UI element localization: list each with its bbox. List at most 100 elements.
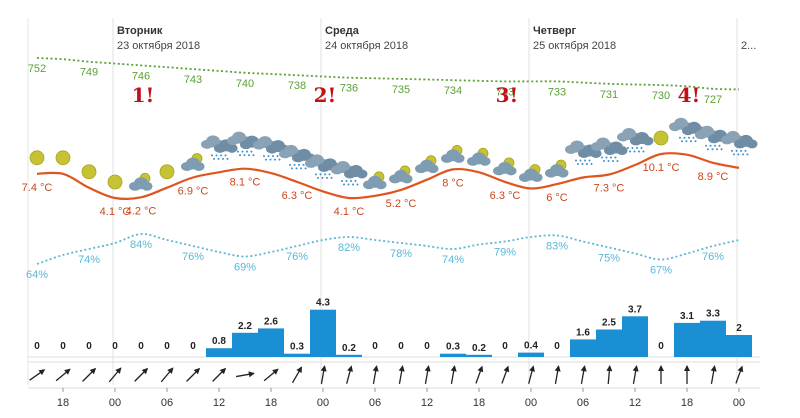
day-date-label: 23 октября 2018 xyxy=(117,40,200,52)
pressure-label: 749 xyxy=(80,67,98,79)
cloud-puff xyxy=(616,146,628,156)
rain-drop xyxy=(226,157,229,160)
precip-bar xyxy=(310,309,336,357)
precip-bar xyxy=(466,354,492,357)
rain-drop xyxy=(636,147,638,149)
rain-drop xyxy=(629,150,631,153)
wind-arrow-icon xyxy=(29,369,46,381)
wind-arrow-icon xyxy=(55,368,71,382)
weather-icons xyxy=(29,117,758,191)
rain-drop xyxy=(263,155,265,158)
wind-arrow-head xyxy=(606,365,613,372)
cloud-puff xyxy=(590,148,602,158)
annotations: 1! 2! 3! 4! xyxy=(132,83,701,107)
precip-bar xyxy=(518,352,544,357)
humidity-label: 75% xyxy=(598,253,620,265)
wind-arrow-head xyxy=(141,367,149,375)
temperature-series: 7.4 °C4.1 °C4.2 °C6.9 °C8.1 °C6.3 °C4.1 … xyxy=(22,152,740,218)
sun-cloud-icon xyxy=(181,153,205,171)
sun-disc xyxy=(107,174,123,190)
rain-drop xyxy=(586,162,588,165)
wind-arrow-icon xyxy=(291,366,303,384)
rain-drop xyxy=(324,173,326,176)
rain-drop xyxy=(295,167,298,170)
wind-arrow-icon xyxy=(346,365,353,384)
rain-drop xyxy=(737,153,740,156)
wind-arrow-icon xyxy=(212,367,227,382)
rain-drop xyxy=(269,158,272,161)
wind-arrow-head xyxy=(529,365,535,372)
rain-drop xyxy=(605,156,608,159)
humidity-label: 69% xyxy=(234,262,256,274)
cloud-puff xyxy=(226,143,238,153)
wind-arrow-icon xyxy=(134,367,149,382)
rain-drop xyxy=(304,167,307,170)
cloud-puff xyxy=(427,164,439,174)
rain-drop xyxy=(642,150,645,153)
precip-bar xyxy=(622,316,648,357)
precip-bar xyxy=(700,320,726,357)
humidity-label: 76% xyxy=(182,251,204,263)
rain-drop xyxy=(345,180,348,182)
rain-drop xyxy=(252,154,255,157)
rain-drop xyxy=(692,136,695,139)
wind-arrow-icon xyxy=(684,365,690,384)
sun-cloud-icon xyxy=(493,157,517,176)
sun-icon xyxy=(107,174,123,190)
rain-drop xyxy=(243,154,246,157)
precip-label: 0 xyxy=(164,341,170,352)
precip-label: 3.1 xyxy=(680,311,694,322)
precip-label: 3.3 xyxy=(706,309,720,320)
hour-label: 06 xyxy=(369,397,381,409)
rain-drop xyxy=(326,176,328,179)
rain-drop xyxy=(627,147,629,149)
wind-arrow-head xyxy=(710,365,717,372)
rain-drop xyxy=(685,140,688,143)
wind-arrow-icon xyxy=(580,365,587,384)
sun-cloud-icon xyxy=(415,155,439,174)
precip-label: 0.8 xyxy=(212,336,226,347)
sun-cloud-icon xyxy=(519,164,543,182)
rain-drop xyxy=(217,157,220,160)
wind-arrow-icon xyxy=(320,365,327,384)
humidity-label: 64% xyxy=(26,269,48,281)
hour-label: 12 xyxy=(421,397,433,409)
rain-drop xyxy=(321,176,324,179)
humidity-label: 76% xyxy=(286,251,308,263)
sun-cloud-icon xyxy=(545,159,569,178)
temperature-label: 6.3 °C xyxy=(282,190,313,202)
precip-label: 0 xyxy=(398,341,404,352)
temperature-label: 5.2 °C xyxy=(386,198,417,210)
rain-drop xyxy=(278,158,281,161)
precip-bar xyxy=(206,348,232,357)
wind-arrow-head xyxy=(424,365,431,372)
wind-arrow-icon xyxy=(236,371,255,378)
wind-arrow-icon xyxy=(735,365,744,384)
wind-arrow-head xyxy=(737,365,744,373)
annotation-mark: 1! xyxy=(132,83,155,107)
temperature-line xyxy=(36,152,740,201)
precip-label: 0.4 xyxy=(524,341,538,352)
temperature-label: 10.1 °C xyxy=(643,162,680,174)
rain-drop xyxy=(293,163,296,166)
rain-drop xyxy=(740,149,742,152)
day-separator-grid xyxy=(27,18,738,385)
rain-drop xyxy=(718,144,721,147)
rain-drop xyxy=(603,160,605,163)
rain-drop xyxy=(250,150,253,153)
wind-arrow-icon xyxy=(632,365,639,384)
rain-drop xyxy=(224,154,227,157)
wind-arrow-icon xyxy=(186,367,201,382)
rain-drop xyxy=(679,136,681,139)
precip-label: 0.3 xyxy=(446,342,460,353)
rain-drop xyxy=(709,144,712,147)
wind-arrow-icon xyxy=(475,365,484,384)
wind-arrows xyxy=(28,361,760,389)
rain-drop xyxy=(610,156,612,159)
rain-drop xyxy=(616,160,619,163)
wind-arrow-head xyxy=(167,367,174,374)
rain-drop xyxy=(711,148,714,151)
humidity-series: 64% 74% 84% 76% 69% 76% 82% 78% 74% 79% 83% 75% 67% 7… xyxy=(26,233,740,281)
precip-label: 0 xyxy=(138,341,144,352)
wind-arrow-head xyxy=(248,371,255,378)
